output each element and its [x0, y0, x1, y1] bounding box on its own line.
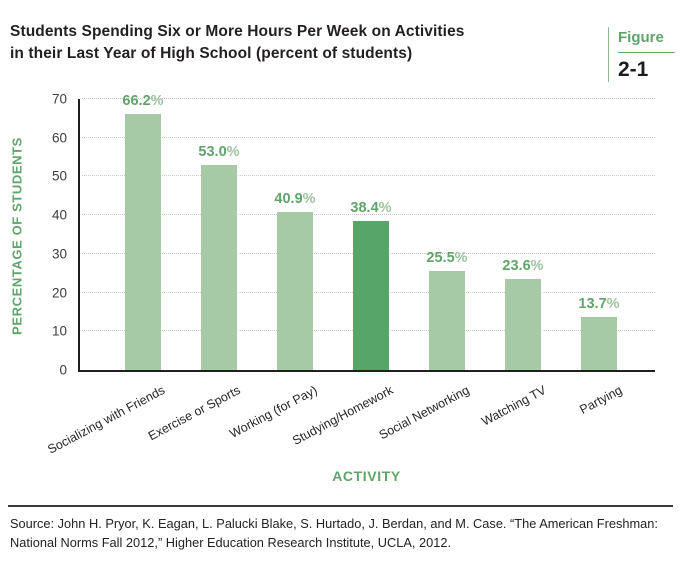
- bar: [353, 221, 389, 370]
- bar-value-label: 66.2%: [122, 92, 164, 109]
- y-tick-20: 20: [51, 285, 67, 301]
- bar-column: 66.2%: [105, 93, 181, 370]
- bars-row: 66.2% 53.0% 40.9% 38.4% 25.5% 23.6% 13.7%: [80, 93, 655, 370]
- y-tick-50: 50: [51, 168, 67, 184]
- bar: [201, 164, 237, 370]
- bar-column: 13.7%: [561, 99, 637, 370]
- footer-divider: [8, 505, 673, 507]
- bar: [429, 271, 465, 370]
- y-tick-70: 70: [51, 91, 67, 107]
- chart-title: Students Spending Six or More Hours Per …: [10, 21, 465, 65]
- bar: [125, 113, 161, 370]
- bar-column: 53.0%: [181, 99, 257, 370]
- y-tick-60: 60: [51, 130, 67, 146]
- x-axis-labels: Socializing with Friends Exercise or Spor…: [45, 374, 655, 470]
- source-text: Source: John H. Pryor, K. Eagan, L. Palu…: [10, 516, 658, 550]
- chart-title-line2: in their Last Year of High School (perce…: [10, 45, 413, 62]
- y-tick-10: 10: [51, 323, 67, 339]
- x-axis-title: ACTIVITY: [332, 468, 401, 484]
- grid-line-50: [82, 175, 655, 177]
- bar: [277, 211, 313, 370]
- grid-line-70: [82, 98, 655, 99]
- x-label-column: Social Networking: [377, 374, 484, 470]
- bar-value-label: 25.5%: [426, 250, 468, 267]
- y-tick-40: 40: [51, 207, 67, 223]
- y-tick-30: 30: [51, 246, 67, 262]
- x-label-column: Watching TV: [479, 374, 560, 470]
- x-label-column: Partying: [561, 374, 637, 470]
- bar-column: 23.6%: [485, 99, 561, 370]
- bar: [581, 316, 617, 370]
- figure-badge-label: Figure: [618, 27, 675, 53]
- bar-column: 40.9%: [257, 99, 333, 370]
- bar-column: 38.4%: [333, 99, 409, 370]
- x-category-label: Watching TV: [478, 383, 549, 429]
- x-category-label: Socializing with Friends: [44, 383, 167, 457]
- figure-badge: Figure 2-1: [608, 27, 675, 82]
- bar-value-label: 40.9%: [274, 190, 316, 207]
- chart-title-line1: Students Spending Six or More Hours Per …: [10, 23, 465, 40]
- x-category-label: Partying: [577, 383, 625, 417]
- bar: [505, 278, 541, 370]
- grid-line-40: [82, 214, 655, 216]
- grid-line-60: [82, 136, 655, 138]
- bar-value-label: 53.0%: [198, 143, 240, 160]
- bar-value-label: 38.4%: [350, 200, 392, 217]
- bar-value-label: 13.7%: [578, 295, 620, 312]
- figure-badge-number: 2-1: [618, 58, 649, 81]
- y-axis-title: PERCENTAGE OF STUDENTS: [9, 137, 25, 335]
- bar-value-label: 23.6%: [502, 257, 544, 274]
- bar-column: 25.5%: [409, 99, 485, 370]
- plot-area: 66.2% 53.0% 40.9% 38.4% 25.5% 23.6% 13.7% 0 10 2…: [52, 92, 655, 378]
- y-tick-0: 0: [59, 362, 67, 378]
